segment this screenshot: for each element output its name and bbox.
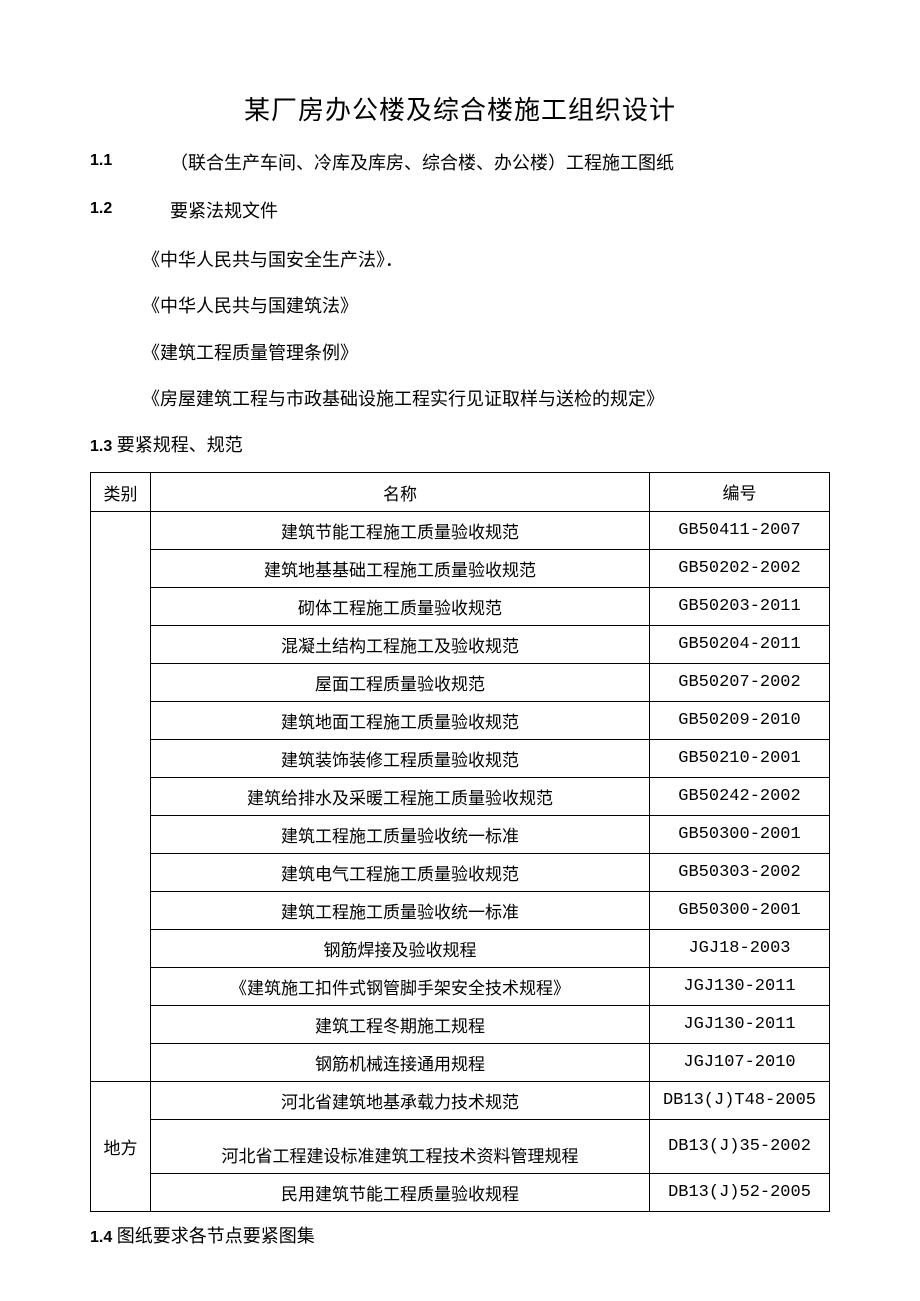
standards-table: 类别 名称 编号 建筑节能工程施工质量验收规范 GB50411-2007 建筑地…: [90, 472, 830, 1212]
category-cell: [91, 512, 151, 1082]
table-row: 建筑工程施工质量验收统一标准 GB50300-2001: [91, 892, 830, 930]
header-name: 名称: [151, 473, 650, 512]
table-row: 民用建筑节能工程质量验收规程 DB13(J)52-2005: [91, 1174, 830, 1212]
name-cell: 河北省建筑地基承载力技术规范: [151, 1082, 650, 1120]
table-row: 混凝土结构工程施工及验收规范 GB50204-2011: [91, 626, 830, 664]
table-row: 地方 河北省建筑地基承载力技术规范 DB13(J)T48-2005: [91, 1082, 830, 1120]
name-cell: 钢筋机械连接通用规程: [151, 1044, 650, 1082]
code-cell: GB50210-2001: [650, 740, 830, 778]
code-cell: DB13(J)52-2005: [650, 1174, 830, 1212]
section-number: 1.1: [90, 147, 170, 179]
name-cell: 建筑工程施工质量验收统一标准: [151, 892, 650, 930]
code-cell: GB50203-2011: [650, 588, 830, 626]
law-item: 《中华人民共与国建筑法》: [142, 290, 830, 322]
table-row: 钢筋机械连接通用规程 JGJ107-2010: [91, 1044, 830, 1082]
name-cell: 建筑地基基础工程施工质量验收规范: [151, 550, 650, 588]
table-row: 建筑节能工程施工质量验收规范 GB50411-2007: [91, 512, 830, 550]
code-cell: GB50204-2011: [650, 626, 830, 664]
code-cell: GB50411-2007: [650, 512, 830, 550]
section-1-2: 1.2 要紧法规文件: [90, 195, 830, 227]
section-text: （联合生产车间、冷库及库房、综合楼、办公楼）工程施工图纸: [170, 147, 830, 179]
name-cell: 屋面工程质量验收规范: [151, 664, 650, 702]
name-cell: 砌体工程施工质量验收规范: [151, 588, 650, 626]
section-1-3: 1.3 要紧规程、规范: [90, 429, 830, 462]
header-code: 编号: [650, 473, 830, 512]
section-1-4: 1.4 图纸要求各节点要紧图集: [90, 1220, 830, 1253]
section-number: 1.3: [90, 438, 112, 455]
name-cell: 河北省工程建设标准建筑工程技术资料管理规程: [151, 1120, 650, 1174]
code-cell: GB50300-2001: [650, 892, 830, 930]
header-category: 类别: [91, 473, 151, 512]
section-text: 图纸要求各节点要紧图集: [117, 1226, 315, 1246]
table-row: 建筑工程冬期施工规程 JGJ130-2011: [91, 1006, 830, 1044]
table-row: 建筑装饰装修工程质量验收规范 GB50210-2001: [91, 740, 830, 778]
section-text: 要紧规程、规范: [117, 435, 243, 455]
table-row: 《建筑施工扣件式钢管脚手架安全技术规程》 JGJ130-2011: [91, 968, 830, 1006]
section-1-1: 1.1 （联合生产车间、冷库及库房、综合楼、办公楼）工程施工图纸: [90, 147, 830, 179]
category-cell: 地方: [91, 1082, 151, 1212]
name-cell: 《建筑施工扣件式钢管脚手架安全技术规程》: [151, 968, 650, 1006]
law-item: 《中华人民共与国安全生产法》．: [142, 244, 830, 276]
name-cell: 建筑节能工程施工质量验收规范: [151, 512, 650, 550]
code-cell: JGJ130-2011: [650, 1006, 830, 1044]
name-cell: 建筑装饰装修工程质量验收规范: [151, 740, 650, 778]
table-row: 建筑地面工程施工质量验收规范 GB50209-2010: [91, 702, 830, 740]
table-row: 建筑给排水及采暖工程施工质量验收规范 GB50242-2002: [91, 778, 830, 816]
table-row: 屋面工程质量验收规范 GB50207-2002: [91, 664, 830, 702]
law-item: 《建筑工程质量管理条例》: [142, 337, 830, 369]
code-cell: GB50303-2002: [650, 854, 830, 892]
name-cell: 建筑工程施工质量验收统一标准: [151, 816, 650, 854]
name-cell: 建筑工程冬期施工规程: [151, 1006, 650, 1044]
code-cell: JGJ130-2011: [650, 968, 830, 1006]
code-cell: JGJ107-2010: [650, 1044, 830, 1082]
table-row: 建筑电气工程施工质量验收规范 GB50303-2002: [91, 854, 830, 892]
section-text: 要紧法规文件: [170, 195, 830, 227]
name-cell: 钢筋焊接及验收规程: [151, 930, 650, 968]
name-cell: 混凝土结构工程施工及验收规范: [151, 626, 650, 664]
table-row: 钢筋焊接及验收规程 JGJ18-2003: [91, 930, 830, 968]
table-row: 建筑工程施工质量验收统一标准 GB50300-2001: [91, 816, 830, 854]
table-row: 河北省工程建设标准建筑工程技术资料管理规程 DB13(J)35-2002: [91, 1120, 830, 1174]
document-title: 某厂房办公楼及综合楼施工组织设计: [90, 90, 830, 127]
code-cell: JGJ18-2003: [650, 930, 830, 968]
section-number: 1.4: [90, 1229, 112, 1246]
table-header-row: 类别 名称 编号: [91, 473, 830, 512]
name-cell: 建筑给排水及采暖工程施工质量验收规范: [151, 778, 650, 816]
code-cell: DB13(J)35-2002: [650, 1120, 830, 1174]
table-row: 建筑地基基础工程施工质量验收规范 GB50202-2002: [91, 550, 830, 588]
table-row: 砌体工程施工质量验收规范 GB50203-2011: [91, 588, 830, 626]
name-cell: 民用建筑节能工程质量验收规程: [151, 1174, 650, 1212]
code-cell: GB50300-2001: [650, 816, 830, 854]
code-cell: GB50202-2002: [650, 550, 830, 588]
code-cell: GB50207-2002: [650, 664, 830, 702]
name-cell: 建筑电气工程施工质量验收规范: [151, 854, 650, 892]
code-cell: GB50242-2002: [650, 778, 830, 816]
section-number: 1.2: [90, 195, 170, 227]
code-cell: GB50209-2010: [650, 702, 830, 740]
law-item: 《房屋建筑工程与市政基础设施工程实行见证取样与送检的规定》: [142, 383, 830, 415]
name-cell: 建筑地面工程施工质量验收规范: [151, 702, 650, 740]
code-cell: DB13(J)T48-2005: [650, 1082, 830, 1120]
